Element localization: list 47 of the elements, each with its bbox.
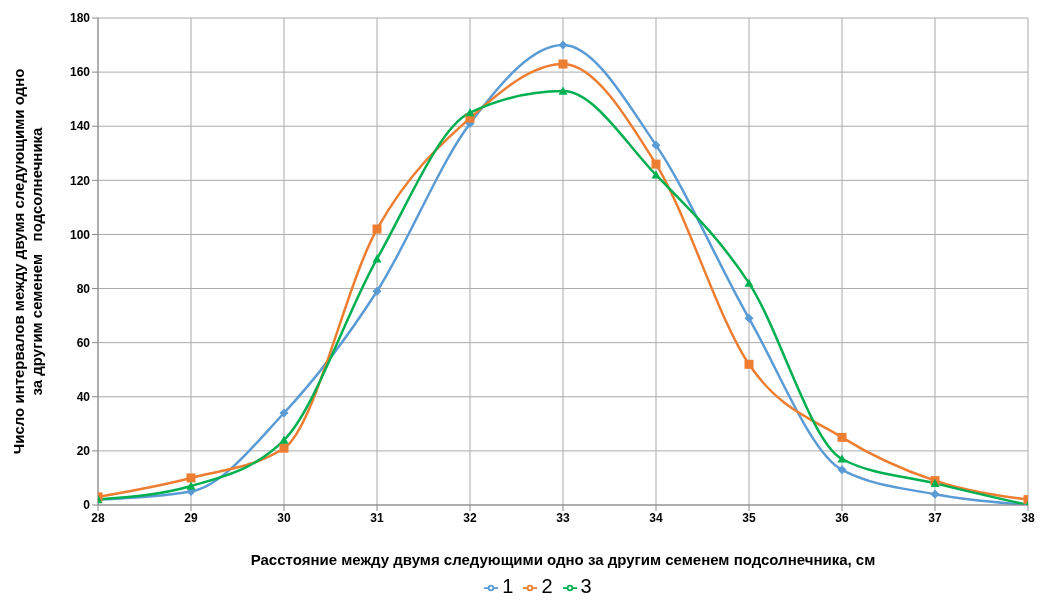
- x-tick-label: 34: [649, 510, 663, 525]
- x-tick-label: 38: [1021, 510, 1035, 525]
- point: [744, 313, 754, 323]
- point: [186, 481, 196, 490]
- point: [651, 159, 661, 169]
- legend-label: 1: [502, 575, 514, 597]
- y-axis-title: Число интервалов между двумя следующими одно за другим семенем подсолнечника: [10, 68, 45, 455]
- point: [651, 140, 661, 150]
- point: [465, 108, 475, 117]
- legend-label: 2: [541, 575, 553, 597]
- point: [558, 86, 568, 95]
- x-tick-label: 37: [928, 510, 942, 525]
- point: [558, 59, 568, 69]
- point: [837, 454, 847, 463]
- y-tick-label: 180: [69, 11, 91, 26]
- x-tick-label: 36: [835, 510, 849, 525]
- point: [930, 489, 940, 499]
- point: [372, 286, 382, 296]
- x-tick-label: 28: [91, 510, 105, 525]
- point: [837, 465, 847, 475]
- y-tick-label: 160: [69, 65, 91, 80]
- x-axis-title: Расстояние между двумя следующими одно за другим семенем подсолнечника, см: [250, 551, 876, 568]
- y-tick-label: 100: [69, 227, 91, 242]
- y-tick-label: 60: [76, 335, 91, 350]
- y-tick-label: 120: [69, 173, 91, 188]
- point: [744, 278, 754, 287]
- x-tick-label: 31: [370, 510, 384, 525]
- point: [558, 40, 568, 50]
- point: [651, 170, 661, 179]
- point: [837, 432, 847, 442]
- point: [372, 224, 382, 234]
- y-tick-label: 40: [76, 390, 91, 405]
- y-tick-label: 20: [76, 444, 91, 459]
- point: [279, 443, 289, 453]
- point: [744, 359, 754, 369]
- y-tick-label: 140: [69, 119, 91, 134]
- y-tick-label: 0: [83, 498, 91, 513]
- x-tick-label: 29: [184, 510, 198, 525]
- x-tick-label: 35: [742, 510, 756, 525]
- y-tick-label: 80: [76, 281, 91, 296]
- x-tick-label: 33: [556, 510, 570, 525]
- x-tick-label: 32: [463, 510, 477, 525]
- x-tick-label: 30: [277, 510, 291, 525]
- point: [279, 435, 289, 444]
- legend-label: 3: [580, 575, 592, 597]
- point: [279, 408, 289, 418]
- point: [186, 473, 196, 483]
